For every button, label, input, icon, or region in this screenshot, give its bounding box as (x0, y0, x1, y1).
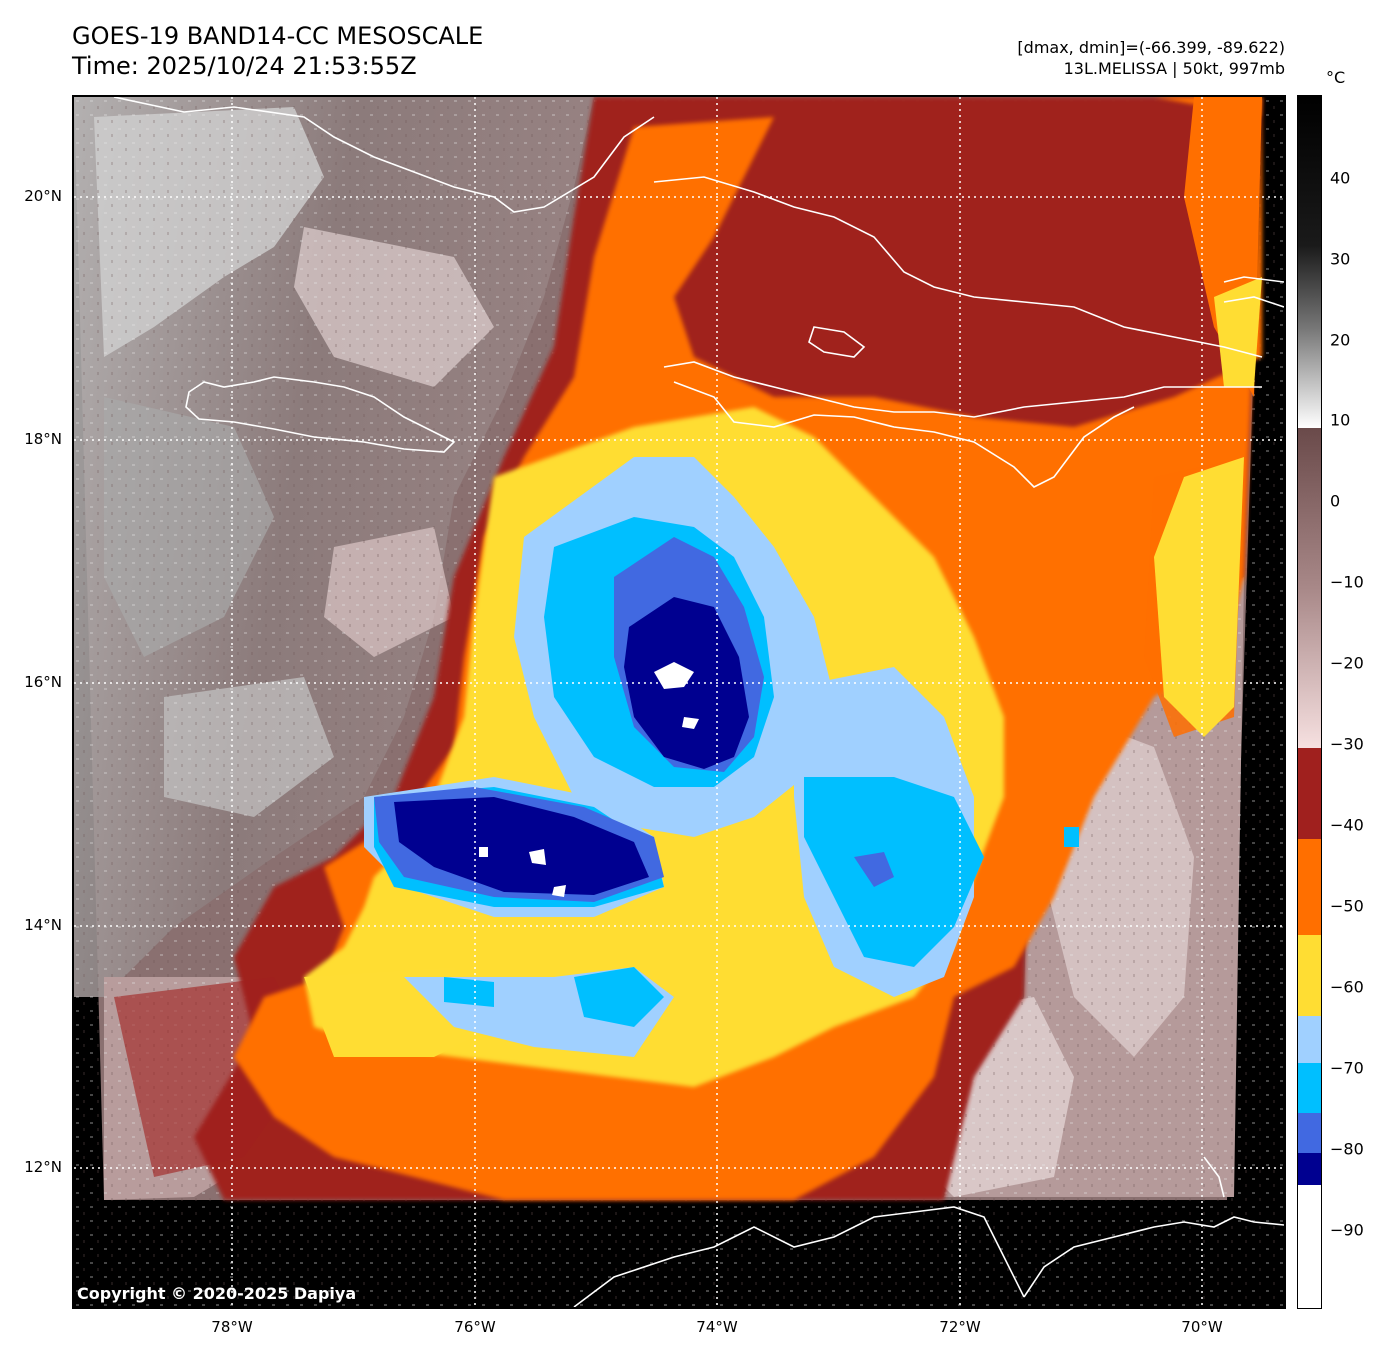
data-swath (74, 97, 1284, 1307)
lat-label-12n: 12°N (24, 1158, 62, 1176)
colorbar-tick-minus40: −40 (1330, 815, 1364, 835)
dmax-dmin-readout: [dmax, dmin]=(-66.399, -89.622) (1017, 38, 1285, 57)
lon-label-74w: 74°W (696, 1318, 738, 1336)
colorbar-tick-10: 10 (1330, 410, 1351, 430)
colorbar (1297, 95, 1322, 1309)
lon-label-72w: 72°W (939, 1318, 981, 1336)
lat-label-16n: 16°N (24, 673, 62, 691)
colorbar-tick-30: 30 (1330, 249, 1351, 269)
colorbar-tick-minus90: −90 (1330, 1220, 1364, 1240)
colorbar-tick-minus60: −60 (1330, 977, 1364, 997)
colorbar-tick-minus70: −70 (1330, 1058, 1364, 1078)
storm-info: 13L.MELISSA | 50kt, 997mb (1063, 59, 1285, 78)
colorbar-scale (1298, 96, 1321, 1308)
colorbar-tick-20: 20 (1330, 330, 1351, 350)
colorbar-unit: °C (1326, 68, 1346, 87)
copyright-notice: Copyright © 2020-2025 Dapiya (77, 1284, 357, 1303)
lat-label-20n: 20°N (24, 187, 62, 205)
lat-label-18n: 18°N (24, 430, 62, 448)
satellite-map (72, 95, 1286, 1309)
colorbar-tick-0: 0 (1330, 491, 1341, 511)
gridlines (74, 97, 1284, 1307)
lon-label-76w: 76°W (454, 1318, 496, 1336)
satellite-image (74, 97, 1284, 1307)
colorbar-tick-minus80: −80 (1330, 1139, 1364, 1159)
timestamp: Time: 2025/10/24 21:53:55Z (72, 52, 417, 80)
lon-label-70w: 70°W (1181, 1318, 1223, 1336)
chart-title: GOES-19 BAND14-CC MESOSCALE (72, 22, 484, 50)
lat-label-14n: 14°N (24, 916, 62, 934)
lon-label-78w: 78°W (211, 1318, 253, 1336)
colorbar-tick-40: 40 (1330, 168, 1351, 188)
colorbar-tick-minus50: −50 (1330, 896, 1364, 916)
colorbar-tick-minus20: −20 (1330, 653, 1364, 673)
colorbar-tick-minus10: −10 (1330, 572, 1364, 592)
coastlines (113, 97, 1284, 1307)
colorbar-tick-minus30: −30 (1330, 734, 1364, 754)
